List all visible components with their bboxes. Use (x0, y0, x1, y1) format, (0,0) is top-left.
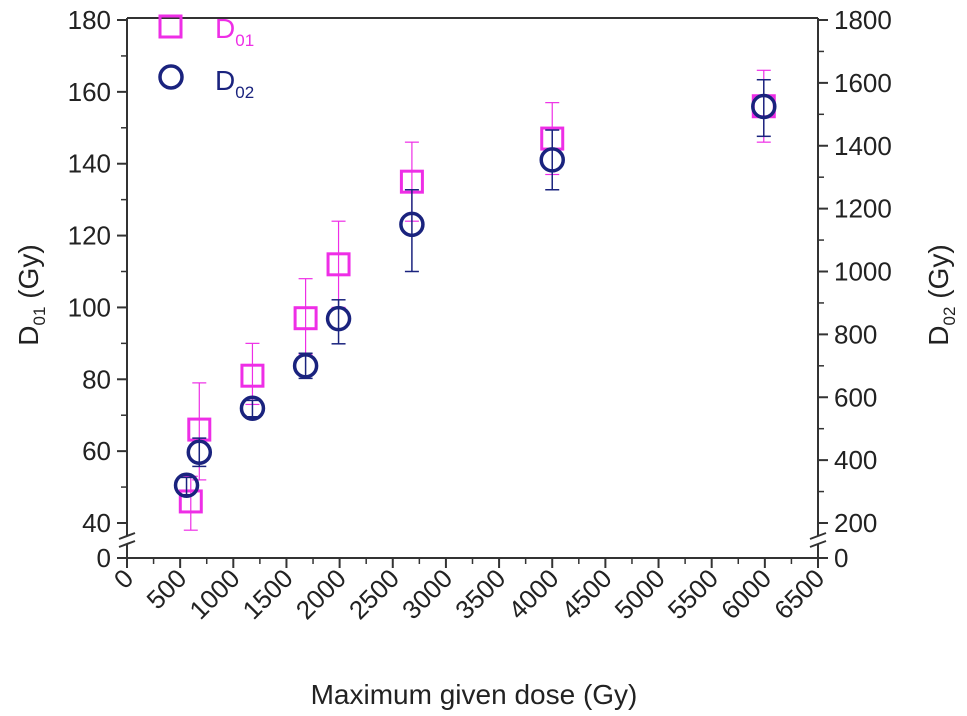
y-axis-left-title-sub: 01 (30, 307, 49, 326)
x-tick-label-1500: 1500 (237, 563, 299, 625)
y-left-tick-label-120: 120 (68, 221, 111, 251)
y-right-tick-label-600: 600 (834, 382, 877, 412)
y-left-tick-label-160: 160 (68, 77, 111, 107)
data-point-square (326, 252, 351, 277)
x-axis: 0 500100015002000250030003500400045005000… (108, 558, 830, 625)
y-right-tick-label-800: 800 (834, 319, 877, 349)
data-point-circle (325, 305, 352, 332)
legend-marker-d01 (158, 14, 183, 39)
series-D02 (173, 78, 777, 499)
y-axis-left: 0 40 60 80 100 120 140 160 180 (68, 5, 127, 573)
data-point-circle (539, 147, 565, 173)
x-tick-label-3500: 3500 (449, 563, 511, 625)
y-right-tick-label-400: 400 (834, 445, 877, 475)
axis-break-mark-left-lower (118, 540, 136, 548)
y-right-tick-label-0: 0 (834, 543, 848, 573)
legend-label-d01-sub: 01 (235, 31, 254, 50)
data-point-square (178, 489, 203, 514)
y-left-tick-label-100: 100 (68, 292, 111, 322)
x-tick-label-6500: 6500 (768, 563, 830, 625)
y-right-tick-label-1600: 1600 (834, 68, 892, 98)
x-tick-label-1000: 1000 (183, 563, 245, 625)
data-point-square (240, 363, 265, 388)
x-tick-label-6000: 6000 (715, 563, 777, 625)
x-tick-label-5500: 5500 (662, 563, 724, 625)
y-axis-right: 0 200 400 600 800 1000 1200 1400 1600 1800 (818, 5, 892, 573)
data-point-circle (186, 439, 213, 466)
y-left-tick-label-180: 180 (68, 5, 111, 35)
y-left-tick-label-140: 140 (68, 149, 111, 179)
y-right-tick-label-1400: 1400 (834, 131, 892, 161)
legend-label-d02-main: D (215, 65, 235, 96)
series-layer (173, 69, 777, 531)
axis-break-mark-right-lower (809, 540, 827, 548)
axis-break-mark-left-upper (118, 532, 136, 540)
data-point-circle (751, 93, 777, 120)
legend-label-d02-sub: 02 (235, 83, 254, 102)
y-axis-right-title-unit: (Gy) (923, 244, 954, 306)
legend-label-d02: D02 (215, 65, 254, 102)
data-point-circle (399, 211, 425, 238)
y-axis-left-title: D01 (Gy) (13, 244, 49, 345)
x-tick-label-2500: 2500 (343, 563, 405, 625)
y-axis-right-title-sub: 02 (940, 307, 959, 326)
y-left-tick-label-0: 0 (97, 543, 111, 573)
y-right-tick-label-1800: 1800 (834, 5, 892, 35)
y-axis-left-title-unit: (Gy) (13, 244, 44, 306)
data-point-circle (173, 472, 200, 499)
legend-marker-d02 (158, 64, 184, 90)
y-left-tick-label-60: 60 (82, 436, 111, 466)
y-axis-right-title: D02 (Gy) (923, 244, 959, 345)
x-tick-label-4500: 4500 (556, 563, 618, 625)
y-right-tick-label-1000: 1000 (834, 257, 892, 287)
y-axis-left-title-main: D (13, 325, 44, 345)
x-tick-label-4000: 4000 (502, 563, 564, 625)
data-point-circle (292, 353, 319, 379)
x-axis-title: Maximum given dose (Gy) (311, 679, 638, 710)
legend-label-d01: D01 (215, 13, 254, 50)
axis-break-mark-right-upper (809, 532, 827, 540)
legend-label-d01-main: D (215, 13, 235, 44)
x-tick-label-2000: 2000 (290, 563, 352, 625)
x-tick-label-500: 500 (141, 563, 193, 615)
data-point-circle (239, 395, 266, 422)
y-left-tick-label-80: 80 (82, 364, 111, 394)
y-right-tick-label-1200: 1200 (834, 194, 892, 224)
x-tick-label-0: 0 (108, 563, 139, 594)
legend: D01 D02 (158, 13, 254, 102)
x-tick-label-5000: 5000 (609, 563, 671, 625)
x-tick-label-3000: 3000 (396, 563, 458, 625)
plot-frame (118, 17, 827, 559)
y-right-tick-label-200: 200 (834, 508, 877, 538)
data-point-square (293, 306, 318, 331)
series-D01 (178, 69, 776, 531)
y-axis-right-title-main: D (923, 325, 954, 345)
y-left-tick-label-40: 40 (82, 508, 111, 538)
